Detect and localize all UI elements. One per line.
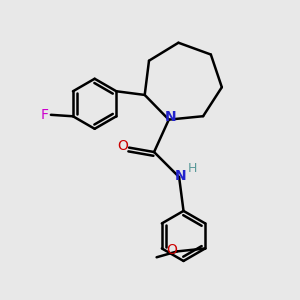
- Text: N: N: [175, 169, 186, 183]
- Text: O: O: [117, 139, 128, 153]
- Text: N: N: [164, 110, 176, 124]
- Text: H: H: [188, 162, 197, 175]
- Text: F: F: [40, 108, 48, 122]
- Text: O: O: [166, 243, 177, 257]
